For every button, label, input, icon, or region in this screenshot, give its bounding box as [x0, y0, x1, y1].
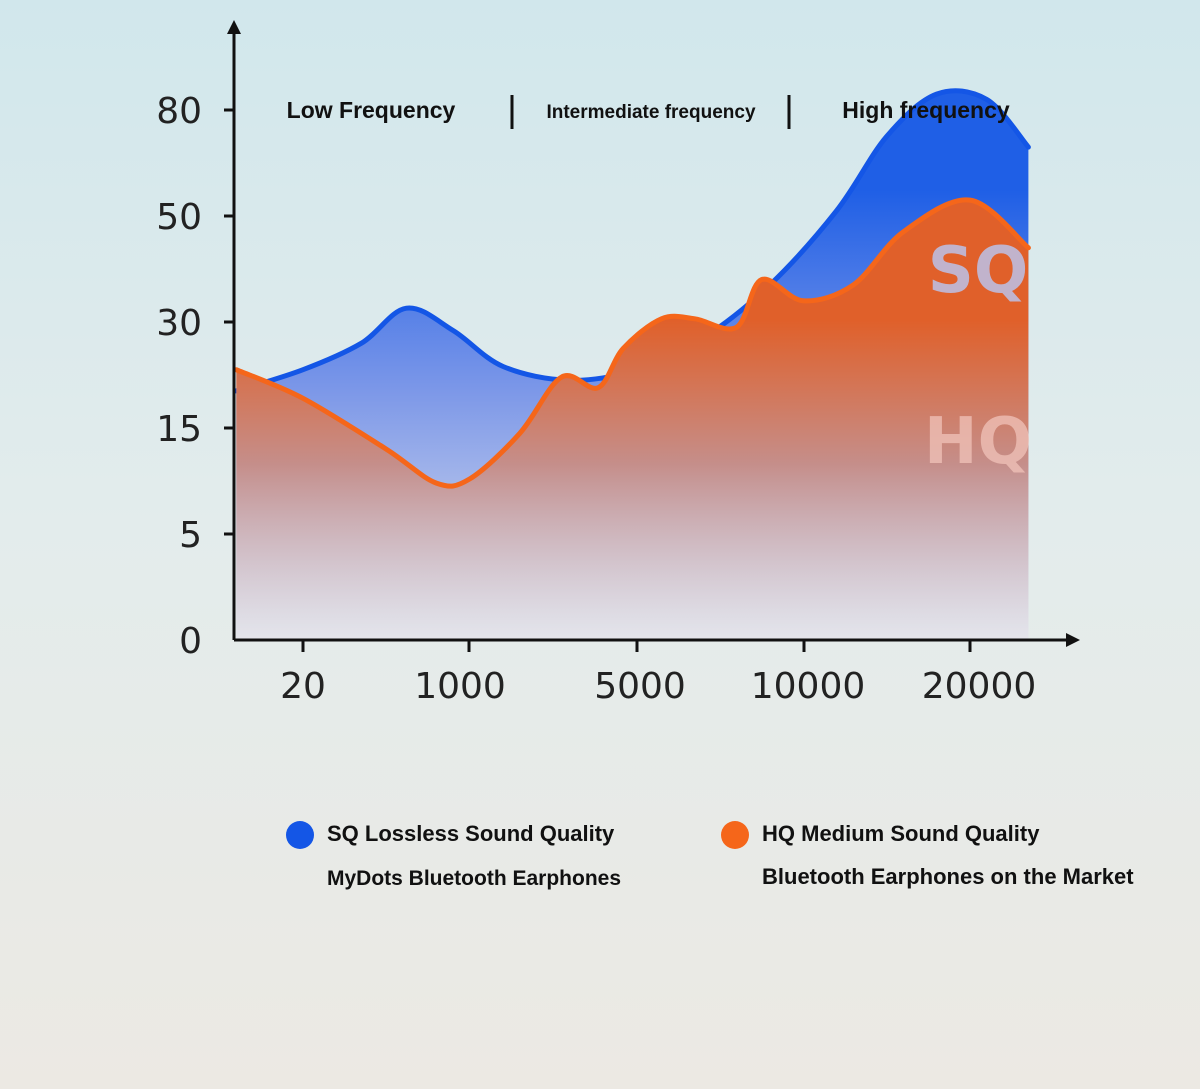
band-label: Intermediate frequency	[546, 102, 755, 123]
x-tick-label: 1000	[414, 666, 506, 707]
band-label: Low Frequency	[287, 97, 456, 123]
hq-legend-dot	[721, 821, 749, 849]
x-axis-arrow	[1066, 633, 1080, 647]
sq-legend-label: SQ Lossless Sound Quality	[327, 821, 615, 846]
y-tick-label: 50	[156, 197, 202, 238]
y-tick-label: 5	[179, 515, 202, 556]
y-tick-label: 30	[156, 303, 202, 344]
sq-area-mark: SQ	[928, 234, 1029, 308]
sq-legend-sublabel: MyDots Bluetooth Earphones	[327, 867, 622, 890]
x-tick-label: 20	[280, 666, 326, 707]
x-tick-label: 20000	[922, 666, 1037, 707]
hq-legend-label: HQ Medium Sound Quality	[762, 821, 1040, 846]
hq-area-mark: HQ	[924, 405, 1032, 479]
chart-axes	[227, 20, 1080, 647]
y-tick-label: 80	[156, 91, 202, 132]
y-tick-label: 15	[156, 409, 202, 450]
hq-line	[233, 197, 1031, 489]
frequency-response-chart: SQ HQ Low Frequency Intermediate frequency…	[156, 20, 1080, 707]
y-tick-label: 0	[179, 621, 202, 662]
x-tick-label: 10000	[751, 666, 866, 707]
x-tick-label: 5000	[594, 666, 686, 707]
hq-area	[236, 199, 1029, 640]
band-label: High frequency	[842, 97, 1010, 123]
hq-legend-sublabel: Bluetooth Earphones on the Market	[762, 864, 1134, 889]
sq-legend-dot	[286, 821, 314, 849]
y-axis-arrow	[227, 20, 241, 34]
